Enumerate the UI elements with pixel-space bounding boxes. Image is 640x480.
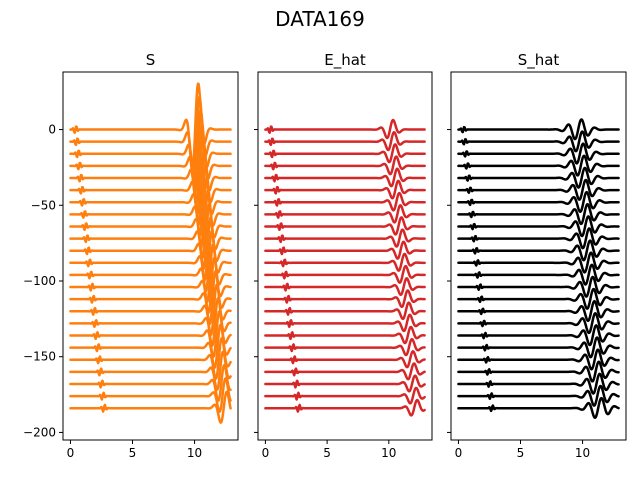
- trace-6: [264, 179, 426, 200]
- panel-title: E_hat: [324, 51, 366, 70]
- trace-8: [264, 204, 426, 224]
- trace-6: [457, 178, 620, 201]
- trace-5: [264, 167, 426, 188]
- trace-16: [457, 299, 620, 323]
- trace-21: [69, 350, 232, 391]
- trace-3: [457, 142, 620, 165]
- trace-24: [69, 390, 232, 424]
- trace-17: [264, 313, 426, 333]
- trace-22: [264, 374, 426, 393]
- y-tick-label: 0: [48, 123, 56, 137]
- x-tick-label: 5: [129, 446, 137, 460]
- traces: [69, 82, 232, 424]
- trace-10: [264, 228, 426, 248]
- trace-13: [264, 264, 426, 284]
- panel-title: S_hat: [518, 51, 560, 70]
- trace-19: [264, 337, 426, 357]
- x-tick-label: 10: [575, 446, 590, 460]
- trace-15: [457, 287, 620, 310]
- trace-16: [69, 283, 232, 337]
- trace-13: [457, 263, 620, 286]
- trace-18: [69, 310, 232, 359]
- trace-3: [264, 143, 426, 164]
- x-tick-label: 0: [262, 446, 270, 460]
- x-tick-label: 5: [323, 446, 331, 460]
- trace-5: [69, 136, 232, 216]
- x-tick-label: 5: [517, 446, 525, 460]
- trace-9: [69, 189, 232, 260]
- trace-10: [457, 227, 620, 250]
- trace-6: [69, 149, 232, 227]
- trace-4: [264, 155, 426, 176]
- trace-7: [457, 190, 620, 214]
- trace-9: [457, 215, 620, 238]
- trace-8: [457, 203, 620, 226]
- panel-title: S: [146, 51, 156, 69]
- trace-20: [69, 336, 232, 381]
- trace-15: [69, 269, 232, 326]
- x-tick-label: 0: [455, 446, 463, 460]
- trace-11: [457, 239, 620, 262]
- trace-20: [264, 350, 426, 369]
- trace-14: [69, 256, 232, 315]
- trace-18: [457, 324, 620, 347]
- trace-23: [457, 384, 620, 407]
- axes-frame: [450, 71, 627, 441]
- trace-21: [457, 360, 620, 383]
- x-tick-label: 10: [187, 446, 202, 460]
- trace-19: [69, 323, 232, 370]
- trace-2: [457, 130, 620, 153]
- y-tick-label: −100: [23, 274, 56, 288]
- trace-13: [69, 243, 232, 304]
- trace-21: [264, 362, 426, 381]
- trace-17: [457, 312, 620, 335]
- trace-22: [69, 363, 232, 402]
- trace-1: [264, 118, 426, 140]
- trace-12: [264, 252, 426, 272]
- traces: [264, 118, 426, 417]
- trace-14: [457, 275, 620, 298]
- trace-5: [457, 166, 620, 189]
- trace-1: [457, 118, 620, 141]
- axes-frame: [257, 71, 433, 441]
- y-tick-label: −150: [23, 350, 56, 364]
- trace-8: [69, 176, 232, 249]
- trace-18: [264, 325, 426, 345]
- trace-2: [264, 130, 426, 152]
- trace-24: [264, 398, 426, 417]
- x-tick-label: 0: [67, 446, 75, 460]
- trace-22: [457, 372, 620, 395]
- trace-7: [69, 162, 232, 238]
- trace-19: [457, 336, 620, 359]
- trace-23: [264, 386, 426, 405]
- trace-16: [264, 301, 426, 321]
- panel-e-hat: E_hat 0 5 10: [254, 51, 433, 460]
- trace-9: [264, 216, 426, 236]
- trace-17: [69, 296, 232, 348]
- x-tick-label: 10: [381, 446, 396, 460]
- trace-15: [264, 289, 426, 309]
- figure-suptitle: DATA169: [275, 7, 365, 31]
- trace-20: [457, 348, 620, 371]
- trace-23: [69, 377, 232, 413]
- trace-12: [457, 251, 620, 274]
- trace-14: [264, 277, 426, 297]
- trace-7: [264, 191, 426, 212]
- trace-24: [457, 396, 620, 419]
- panels-group: S 0 5 10 0 −50 −100 −150 −200 E_hat 0 5 10 S_hat 0 5 10: [23, 51, 627, 460]
- y-tick-label: −200: [23, 425, 56, 439]
- traces: [457, 118, 620, 419]
- trace-4: [457, 154, 620, 177]
- trace-11: [264, 240, 426, 260]
- axes-frame: [62, 71, 239, 441]
- panel-s: S 0 5 10 0 −50 −100 −150 −200: [23, 51, 239, 460]
- y-tick-label: −50: [31, 198, 56, 212]
- panel-s-hat: S_hat 0 5 10: [447, 51, 627, 460]
